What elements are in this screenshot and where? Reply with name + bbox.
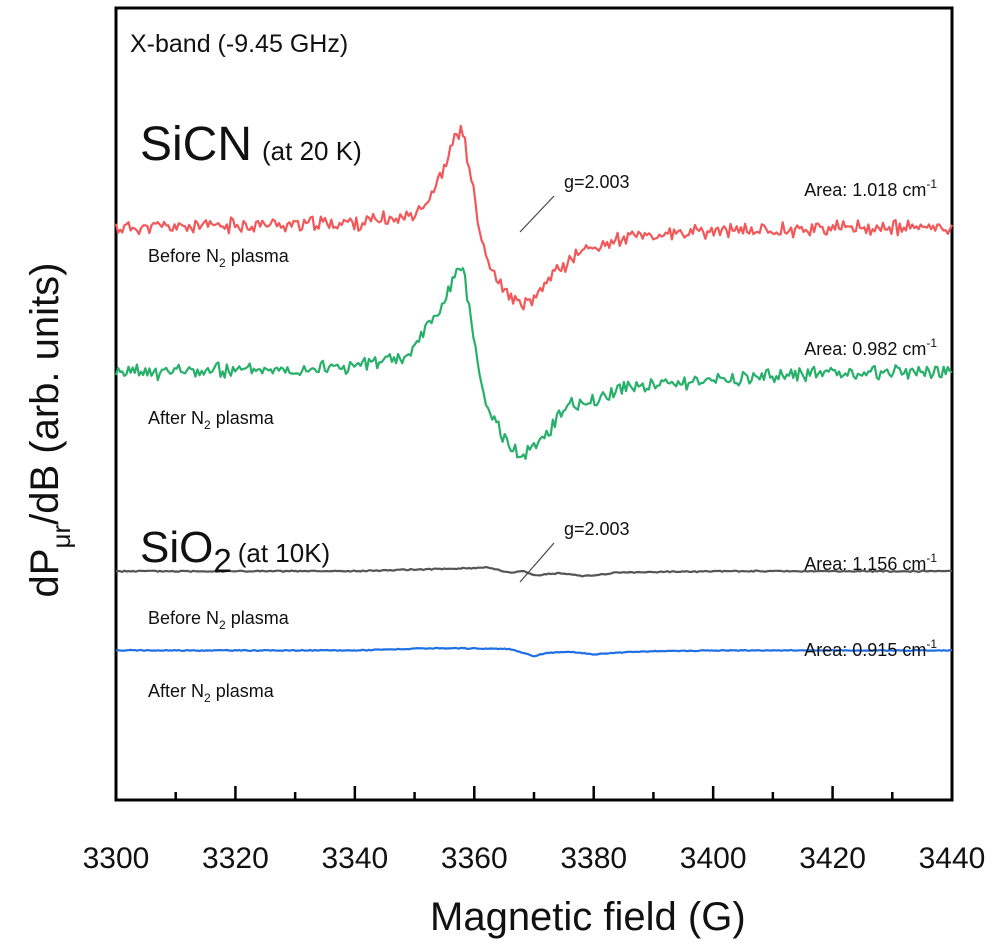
x-tick-label: 3440 [919, 842, 986, 875]
area-label: Area: 1.018 cm-1 [804, 177, 937, 200]
area-label-text: Area: 0.915 cm [804, 640, 926, 660]
area-label-exp: -1 [926, 637, 937, 651]
series-label: After N2 plasma [148, 681, 275, 705]
area-label-text: Area: 0.982 cm [804, 339, 926, 359]
area-label-text: Area: 1.018 cm [804, 180, 926, 200]
series-label-post: plasma [211, 408, 275, 428]
series-label: Before N2 plasma [148, 246, 290, 270]
x-tick-label: 3300 [83, 842, 150, 875]
y-axis-label-text: dPμr/dB (arb. units) [23, 263, 76, 598]
g-value-pointer [519, 542, 555, 583]
x-tick-label: 3340 [321, 842, 388, 875]
group-condition: (at 10K) [238, 538, 331, 568]
group-heading: SiO2 (at 10K) [140, 523, 330, 579]
trace-1 [114, 267, 953, 460]
band-label: X-band (-9.45 GHz) [130, 30, 348, 58]
g-value-pointer [519, 195, 555, 233]
series-label-sub: 2 [219, 256, 226, 270]
x-axis-ticks: 3300 3320 3340 3360 3380 3400 3420 3440 [83, 786, 986, 875]
series-label-pre: Before N [148, 246, 219, 266]
x-tick-label: 3320 [202, 842, 269, 875]
trace-2 [115, 565, 953, 578]
group-name: SiCN [140, 118, 252, 171]
y-label-sub: μr [46, 525, 76, 549]
y-label-main: dP [23, 549, 67, 598]
trace-3 [115, 646, 952, 658]
series-label: Before N2 plasma [148, 608, 290, 632]
area-label-exp: -1 [926, 551, 937, 565]
x-tick-label: 3420 [799, 842, 866, 875]
area-label-exp: -1 [926, 336, 937, 350]
series-label-post: plasma [226, 608, 290, 628]
x-tick-label: 3400 [680, 842, 747, 875]
area-label: Area: 0.915 cm-1 [804, 637, 937, 660]
area-label: Area: 1.156 cm-1 [804, 551, 937, 574]
series-label-sub: 2 [219, 618, 226, 632]
series-label-pre: After N [148, 681, 204, 701]
group-name: SiO [140, 523, 213, 572]
area-label-exp: -1 [926, 177, 937, 191]
g-value-label: g=2.003 [564, 172, 630, 192]
trace-0 [114, 124, 954, 311]
series-label-sub: 2 [204, 418, 211, 432]
y-label-rest: /dB (arb. units) [23, 263, 67, 525]
group-heading: SiCN (at 20 K) [140, 118, 362, 171]
x-tick-label: 3380 [560, 842, 627, 875]
series-label-sub: 2 [204, 691, 211, 705]
series-label: After N2 plasma [148, 408, 275, 432]
x-axis-label: Magnetic field (G) [430, 895, 746, 939]
series-label-post: plasma [211, 681, 275, 701]
series-label-pre: Before N [148, 608, 219, 628]
series-label-post: plasma [226, 246, 290, 266]
group-condition: (at 20 K) [262, 136, 362, 166]
series-label-pre: After N [148, 408, 204, 428]
g-value-label: g=2.003 [564, 519, 630, 539]
area-label: Area: 0.982 cm-1 [804, 336, 937, 359]
area-label-text: Area: 1.156 cm [804, 554, 926, 574]
group-name-sub: 2 [213, 542, 231, 579]
x-tick-label: 3360 [441, 842, 508, 875]
traces [114, 124, 954, 658]
y-axis-label: dPμr/dB (arb. units) [23, 263, 76, 598]
